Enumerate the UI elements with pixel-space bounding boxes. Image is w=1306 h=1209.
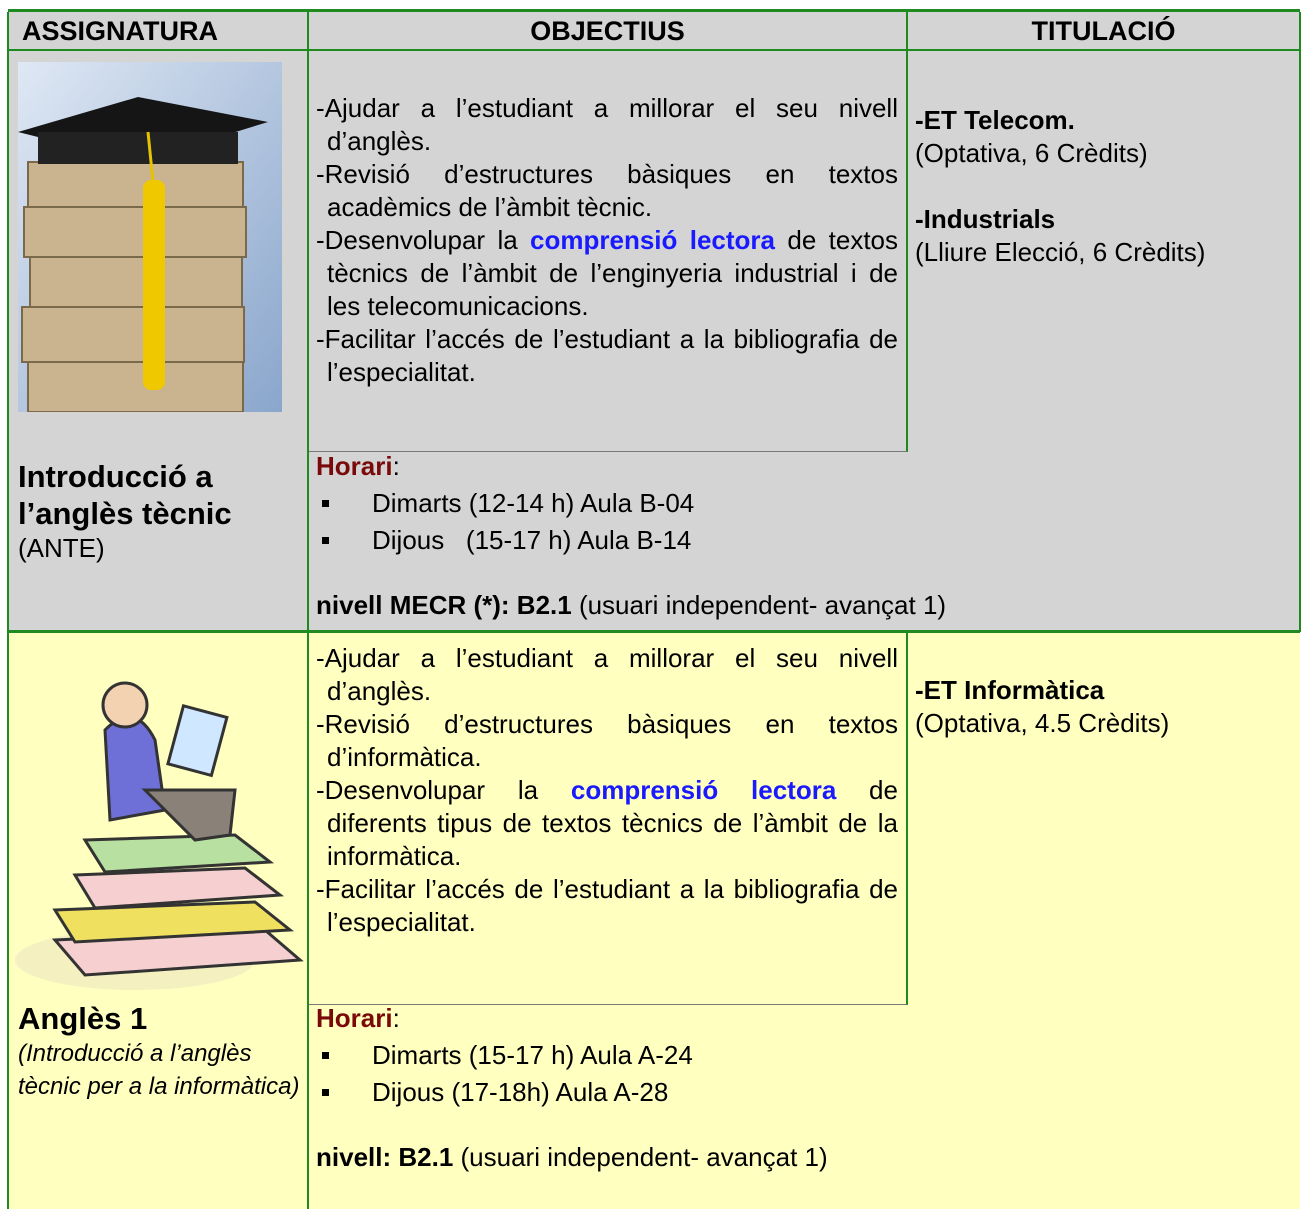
degree: -ET Telecom. (Optativa, 6 Crèdits) (915, 104, 1300, 170)
degrees: -ET Telecom. (Optativa, 6 Crèdits) -Indust… (915, 104, 1300, 302)
subject-note: (ANTE) (18, 533, 105, 563)
level-bold: nivell MECR (*): B2.1 (316, 590, 572, 620)
border (309, 1004, 907, 1005)
degree-name: -Industrials (915, 204, 1056, 234)
border (1299, 12, 1301, 632)
degree-detail: (Optativa, 4.5 Crèdits) (915, 708, 1170, 738)
objective-text: -Ajudar a l’estudiant a millorar el seu … (316, 643, 898, 706)
schedule: Horari: Dimarts (12-14 h) Aula B-04 Dijous… (316, 448, 1296, 624)
schedule-heading: Horari: (316, 1000, 1296, 1037)
objective: -Facilitar l’accés de l’estudiant a la b… (316, 323, 898, 389)
schedule-label: Horari (316, 1003, 393, 1033)
degree-detail: (Optativa, 6 Crèdits) (915, 138, 1148, 168)
objective-text: de diferents tipus de textos tècnics de … (327, 775, 898, 871)
degree: -Industrials (Lliure Elecció, 6 Crèdits) (915, 203, 1300, 269)
border (8, 49, 1300, 51)
objective-text: -Desenvolupar la (316, 775, 571, 805)
highlight: comprensió lectora (570, 775, 837, 805)
schedule-item: Dimarts (12-14 h) Aula B-04 (316, 485, 1296, 522)
objective-text: -Desenvolupar la (316, 225, 531, 255)
degrees: -ET Informàtica (Optativa, 4.5 Crèdits) (915, 674, 1300, 773)
schedule: Horari: Dimarts (15-17 h) Aula A-24 Dijous… (316, 1000, 1296, 1176)
schedule-item: Dimarts (15-17 h) Aula A-24 (316, 1037, 1296, 1074)
border (906, 12, 908, 452)
schedule-suffix: : (392, 451, 400, 481)
objectives: -Ajudar a l’estudiant a millorar el seu … (316, 642, 898, 939)
border (7, 12, 9, 1209)
schedule-label: Horari (316, 451, 393, 481)
objective: -Ajudar a l’estudiant a millorar el seu … (316, 92, 898, 158)
subject-title: Introducció a l’anglès tècnic (18, 459, 232, 531)
objectives: -Ajudar a l’estudiant a millorar el seu … (316, 92, 898, 389)
border (8, 630, 1300, 633)
objective: -Desenvolupar la comprensió lectora de d… (316, 774, 898, 873)
objective-text: -Revisió d’estructures bàsiques en texto… (316, 159, 898, 222)
objective-text: de textos tècnics de l’àmbit de l’enginy… (327, 225, 898, 321)
schedule-item: Dijous (15-17 h) Aula B-14 (316, 522, 1296, 559)
border (8, 9, 1300, 13)
degree-name: -ET Informàtica (915, 675, 1105, 705)
objective: -Revisió d’estructures bàsiques en texto… (316, 158, 898, 224)
degree-name: -ET Telecom. (915, 105, 1075, 135)
degree-detail: (Lliure Elecció, 6 Crèdits) (915, 237, 1206, 267)
objective-text: -Facilitar l’accés de l’estudiant a la b… (316, 324, 898, 387)
schedule-item: Dijous (17-18h) Aula A-28 (316, 1074, 1296, 1111)
schedule-heading: Horari: (316, 448, 1296, 485)
level: nivell: B2.1 (usuari independent- avança… (316, 1139, 1296, 1176)
subject-note: (Introducció a l’anglès tècnic per a la … (18, 1040, 300, 1100)
image-reader-books (15, 681, 304, 990)
level-bold: nivell: B2.1 (316, 1142, 454, 1172)
header-cell: OBJECTIUS (308, 12, 907, 50)
degree: -ET Informàtica (Optativa, 4.5 Crèdits) (915, 674, 1300, 740)
subject-title: Anglès 1 (18, 1001, 148, 1036)
objective-text: -Facilitar l’accés de l’estudiant a la b… (316, 874, 898, 937)
objective: -Revisió d’estructures bàsiques en texto… (316, 708, 898, 774)
subject: Introducció a l’anglès tècnic (ANTE) (18, 458, 303, 565)
border (307, 12, 309, 1209)
schedule-suffix: : (392, 1003, 400, 1033)
level: nivell MECR (*): B2.1 (usuari independen… (316, 587, 1296, 624)
objective: -Ajudar a l’estudiant a millorar el seu … (316, 642, 898, 708)
level-rest: (usuari independent- avançat 1) (453, 1142, 828, 1172)
highlight: comprensió lectora (530, 225, 776, 255)
objective-text: -Ajudar a l’estudiant a millorar el seu … (316, 93, 898, 156)
objective-text: -Revisió d’estructures bàsiques en texto… (316, 709, 898, 772)
objective: -Facilitar l’accés de l’estudiant a la b… (316, 873, 898, 939)
image-cap-books (18, 62, 282, 412)
header-cell: ASSIGNATURA (8, 12, 308, 50)
border (906, 633, 908, 1005)
border (309, 451, 907, 452)
level-rest: (usuari independent- avançat 1) (571, 590, 947, 620)
header-cell: TITULACIÓ (907, 12, 1300, 50)
subject: Anglès 1 (Introducció a l’anglès tècnic p… (18, 1000, 303, 1103)
objective: -Desenvolupar la comprensió lectora de t… (316, 224, 898, 323)
